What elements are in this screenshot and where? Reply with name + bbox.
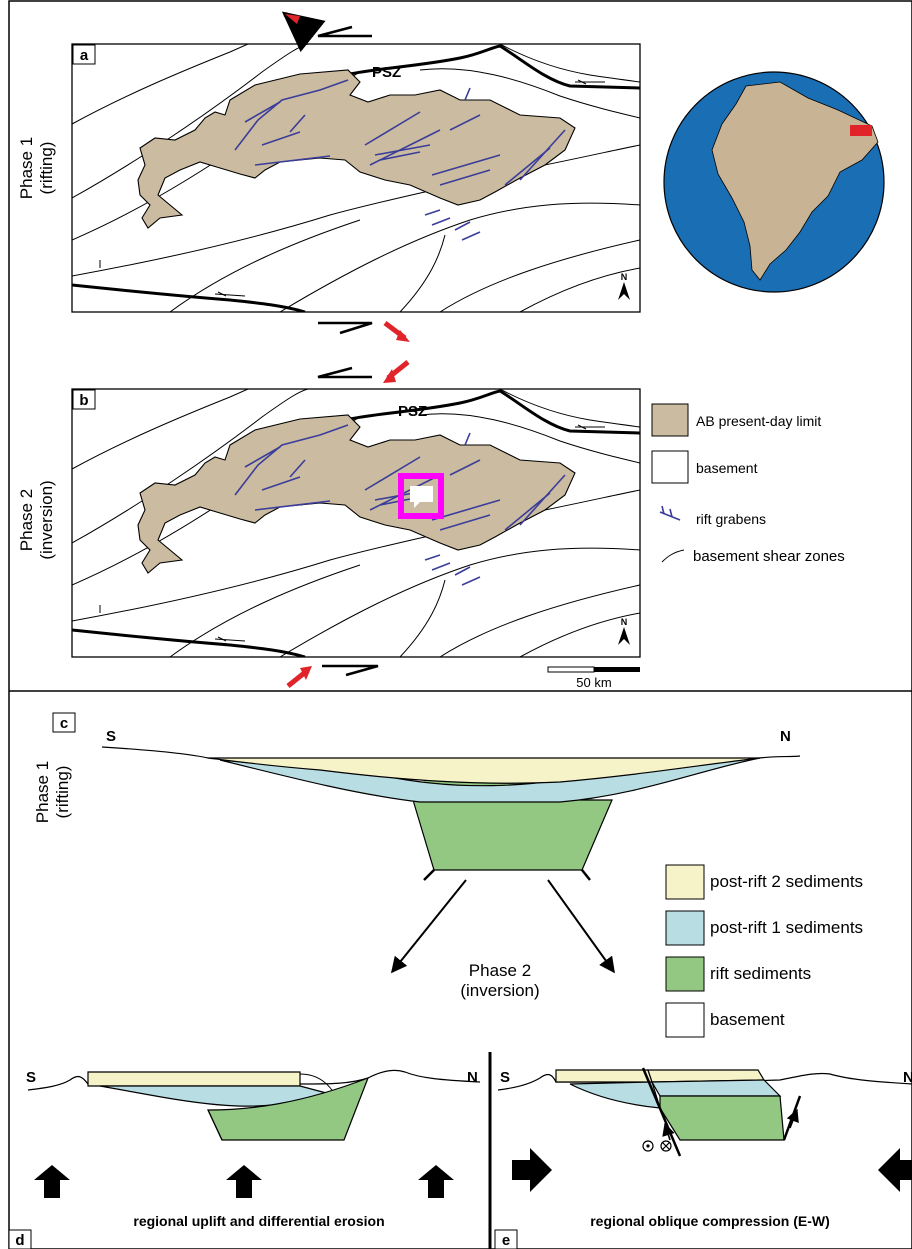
- panel-a-frame: [71, 43, 641, 313]
- panel-a-map: [72, 44, 640, 312]
- panel-c-south: S: [106, 728, 116, 745]
- legend-rift: rift sediments: [710, 964, 811, 983]
- panel-b-letter: b: [79, 392, 88, 409]
- highlight-marker: [398, 473, 444, 519]
- panel-c-north: N: [780, 728, 791, 745]
- panel-b-frame: [71, 388, 641, 658]
- panel-b-row-label: Phase 2(inversion): [17, 480, 56, 559]
- panel-d-south: S: [26, 1069, 36, 1086]
- panel-b-psz: PSZ: [398, 403, 427, 420]
- phase-arrow-right: [547, 879, 615, 974]
- panel-b-shear-arrow-top: [317, 366, 372, 379]
- panel-d-north: N: [467, 1069, 478, 1086]
- panel-b-shear-arrow-bottom: [322, 664, 379, 677]
- panel-c-letter: c: [60, 715, 68, 732]
- panel-a: a PSZ N Phase 1(rifting): [17, 11, 641, 342]
- panel-a-north: N: [621, 272, 628, 282]
- shear-icon: [661, 549, 685, 563]
- panel-a-row-label: Phase 1(rifting): [17, 137, 56, 199]
- panel-d-caption: regional uplift and differential erosion: [133, 1213, 384, 1229]
- scale-bar: 50 km: [547, 666, 640, 690]
- panel-d-letter: d: [15, 1232, 24, 1249]
- panel-a-shear-arrow-bottom: [318, 321, 373, 335]
- panel-a-psz: PSZ: [372, 64, 401, 81]
- map-legend-basement: basement: [696, 460, 758, 476]
- panel-e-caption: regional oblique compression (E-W): [590, 1213, 830, 1229]
- phase-arrow-left: [390, 879, 467, 974]
- panel-e-south: S: [500, 1069, 510, 1086]
- panel-e: S N regional oblique compression (E-W) e: [494, 1067, 912, 1249]
- map-legend: AB present-day limit basement rift grabe…: [651, 403, 845, 565]
- panel-a-shear-arrow-top: [317, 25, 372, 38]
- phase2-label: Phase 2 (inversion): [460, 961, 539, 1000]
- panel-e-letter: e: [502, 1232, 510, 1249]
- panel-c: c S N Phase 1(rifting) Phase 2 (inversion…: [33, 712, 801, 1000]
- outer-frame: [8, 0, 912, 1249]
- map-legend-grabens: rift grabens: [696, 511, 766, 527]
- map-legend-basin: AB present-day limit: [696, 413, 821, 429]
- south-america-globe: [663, 71, 885, 293]
- legend-basement: basement: [710, 1010, 785, 1029]
- panel-b-north: N: [621, 617, 628, 627]
- panel-d: S N regional uplift and differential ero…: [8, 1069, 481, 1249]
- map-legend-shear: basement shear zones: [693, 548, 845, 565]
- panel-a-letter: a: [80, 47, 89, 64]
- scale-bar-label: 50 km: [576, 675, 611, 690]
- graben-icon: [659, 505, 681, 521]
- panel-c-row-label: Phase 1(rifting): [33, 761, 72, 823]
- panel-e-north: N: [903, 1069, 912, 1086]
- legend-post-rift-2: post-rift 2 sediments: [710, 872, 863, 891]
- panel-b: b PSZ N Phase 2(inversion) 50 km: [17, 360, 641, 690]
- section-legend: post-rift 2 sediments post-rift 1 sedime…: [665, 864, 863, 1038]
- legend-post-rift-1: post-rift 1 sediments: [710, 918, 863, 937]
